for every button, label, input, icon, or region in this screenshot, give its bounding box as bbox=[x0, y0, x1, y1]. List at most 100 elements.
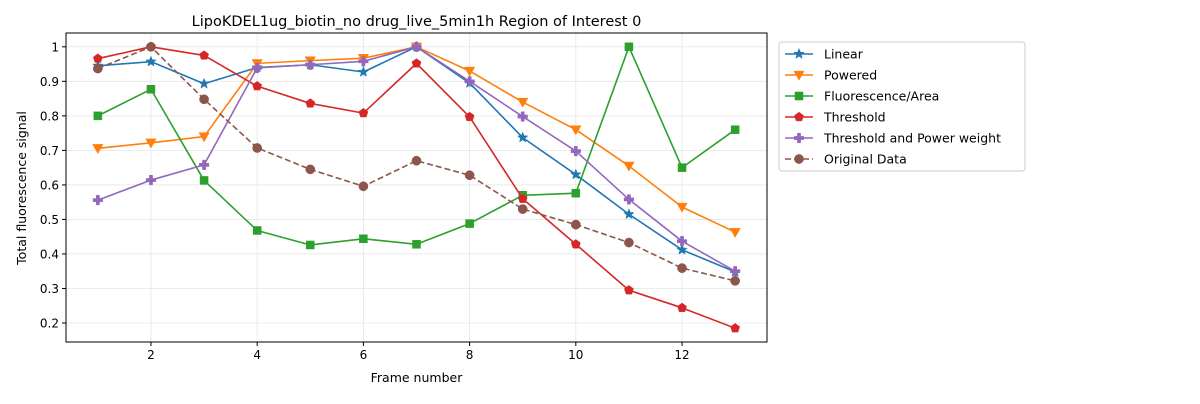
data-point-original-data bbox=[358, 181, 369, 192]
data-point-original-data bbox=[677, 263, 687, 273]
data-point-original-data bbox=[305, 164, 316, 175]
x-tick-label: 6 bbox=[360, 348, 368, 362]
data-point-powered bbox=[92, 144, 104, 155]
series-threshold-and-power-weight bbox=[92, 41, 741, 277]
x-tick-label: 2 bbox=[147, 348, 155, 362]
y-tick-label: 0.9 bbox=[40, 75, 59, 89]
legend-item-powered: Powered bbox=[785, 68, 877, 83]
x-axis-ticks: 2 4 6 8 10 12 bbox=[147, 342, 690, 362]
data-point-fluorescence-area bbox=[624, 42, 634, 52]
data-point-threshold-and-power-weight bbox=[623, 194, 634, 205]
legend-label: Fluorescence/Area bbox=[824, 89, 939, 104]
data-point-original-data bbox=[252, 143, 263, 153]
x-axis-label: Frame number bbox=[371, 370, 464, 385]
legend-marker bbox=[794, 154, 804, 164]
grid bbox=[66, 33, 767, 342]
data-point-threshold-and-power-weight bbox=[676, 236, 688, 247]
data-point-linear bbox=[516, 131, 529, 143]
legend-frame bbox=[778, 41, 1026, 172]
y-axis-label: Total fluorescence signal bbox=[14, 111, 29, 266]
data-point-original-data bbox=[464, 170, 475, 181]
x-tick-label: 12 bbox=[674, 348, 689, 362]
y-tick-label: 0.5 bbox=[40, 213, 59, 227]
data-point-threshold-and-power-weight bbox=[464, 76, 475, 87]
data-point-threshold bbox=[305, 98, 316, 108]
data-point-threshold-and-power-weight bbox=[199, 159, 210, 170]
data-point-threshold-and-power-weight bbox=[358, 56, 369, 67]
data-point-fluorescence-area bbox=[93, 111, 103, 121]
data-point-powered bbox=[676, 202, 688, 213]
data-point-original-data bbox=[411, 155, 422, 166]
data-point-threshold bbox=[93, 53, 103, 63]
data-point-original-data bbox=[730, 276, 740, 286]
y-tick-label: 1 bbox=[51, 40, 59, 54]
data-point-threshold bbox=[517, 193, 528, 203]
data-point-threshold bbox=[358, 107, 369, 118]
data-point-original-data bbox=[570, 219, 581, 230]
data-point-powered bbox=[570, 125, 582, 136]
data-point-powered bbox=[463, 66, 476, 77]
data-point-linear bbox=[623, 208, 635, 220]
legend-item-threshold-and-power-weight: Threshold and Power weight bbox=[785, 131, 1001, 146]
data-point-original-data bbox=[517, 204, 528, 214]
data-point-threshold-and-power-weight bbox=[411, 41, 422, 52]
data-point-original-data bbox=[199, 94, 209, 105]
data-point-fluorescence-area bbox=[730, 125, 740, 134]
data-point-threshold-and-power-weight bbox=[92, 195, 103, 206]
data-point-powered bbox=[198, 132, 210, 143]
x-tick-label: 8 bbox=[466, 348, 474, 362]
y-tick-label: 0.4 bbox=[40, 247, 59, 261]
data-point-powered bbox=[623, 161, 635, 172]
legend-marker bbox=[794, 111, 804, 122]
data-point-fluorescence-area bbox=[412, 240, 421, 249]
data-point-original-data bbox=[624, 237, 634, 248]
data-point-threshold bbox=[677, 302, 687, 312]
data-point-threshold bbox=[411, 58, 422, 68]
data-point-threshold bbox=[624, 285, 634, 295]
data-point-threshold bbox=[199, 50, 209, 60]
legend-marker bbox=[793, 132, 805, 144]
data-point-linear bbox=[676, 243, 688, 255]
data-point-threshold-and-power-weight bbox=[252, 62, 263, 73]
series-line-fluorescence-area bbox=[97, 46, 736, 246]
series-original-data bbox=[93, 41, 740, 286]
legend-label: Linear bbox=[824, 47, 864, 62]
data-point-fluorescence-area bbox=[252, 226, 262, 235]
data-point-fluorescence-area bbox=[677, 163, 687, 172]
data-point-threshold bbox=[570, 239, 581, 249]
y-tick-label: 0.3 bbox=[40, 282, 59, 296]
series-group bbox=[92, 40, 741, 333]
legend-label: Threshold and Power weight bbox=[823, 131, 1001, 146]
chart-title: LipoKDEL1ug_biotin_no drug_live_5min1h R… bbox=[192, 14, 642, 30]
legend-label: Original Data bbox=[824, 152, 907, 167]
data-point-threshold-and-power-weight bbox=[305, 59, 316, 70]
series-fluorescence-area bbox=[93, 42, 740, 250]
legend-marker bbox=[793, 70, 805, 81]
series-powered bbox=[92, 42, 741, 238]
legend-label: Powered bbox=[824, 68, 877, 83]
legend-marker bbox=[793, 47, 805, 59]
y-tick-label: 0.2 bbox=[40, 317, 59, 331]
data-point-threshold bbox=[252, 81, 263, 91]
data-point-threshold bbox=[464, 111, 475, 122]
plot-area bbox=[65, 32, 768, 343]
data-point-threshold-and-power-weight bbox=[730, 266, 741, 277]
data-point-powered bbox=[729, 228, 741, 238]
legend-item-fluorescence-area: Fluorescence/Area bbox=[785, 89, 939, 104]
legend-marker bbox=[794, 91, 804, 101]
data-point-fluorescence-area bbox=[571, 188, 581, 198]
data-point-threshold bbox=[730, 323, 740, 333]
legend-item-linear: Linear bbox=[785, 47, 864, 62]
y-tick-label: 0.7 bbox=[40, 144, 59, 158]
data-point-threshold-and-power-weight bbox=[570, 146, 581, 157]
x-tick-label: 4 bbox=[253, 348, 261, 362]
y-tick-label: 0.6 bbox=[40, 178, 59, 192]
data-point-original-data bbox=[146, 41, 156, 52]
legend-item-original-data: Original Data bbox=[785, 152, 907, 167]
data-point-linear bbox=[145, 55, 157, 67]
legend: Linear Powered Fluorescence/Area Threshold T… bbox=[778, 41, 1026, 172]
data-point-linear bbox=[570, 168, 582, 180]
x-tick-label: 10 bbox=[568, 348, 583, 362]
data-point-powered bbox=[145, 138, 157, 149]
